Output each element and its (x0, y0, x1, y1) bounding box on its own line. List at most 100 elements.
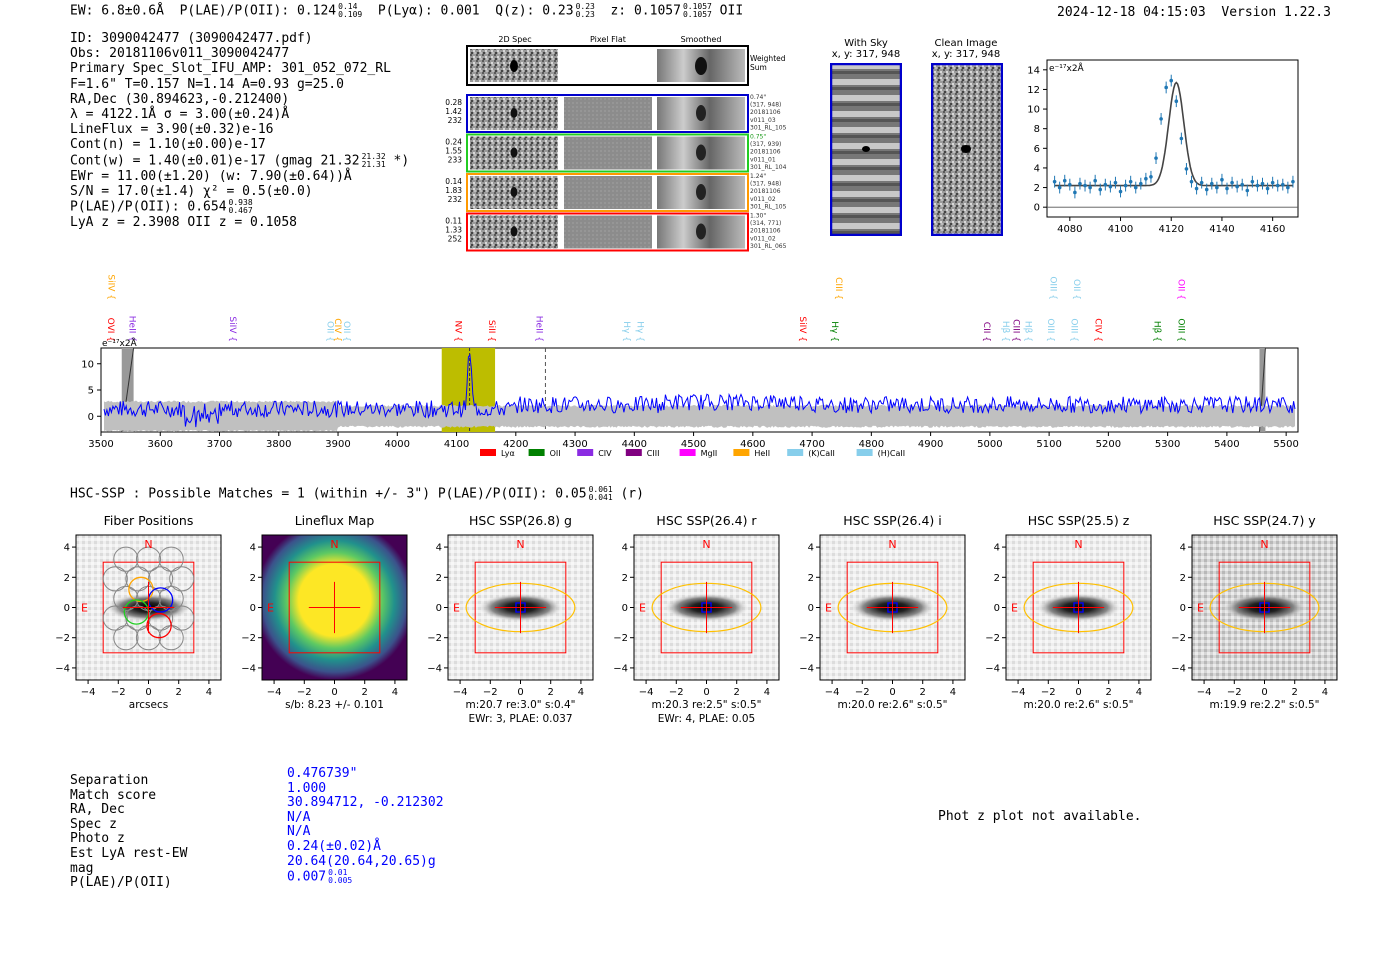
fiber-3 (102, 605, 128, 631)
legend-label-0: Lyα (501, 449, 515, 458)
fiber-15 (135, 546, 162, 572)
qz-hi: 0.23 (575, 2, 595, 11)
zoom-ytick-label-1: 2 (1034, 183, 1040, 194)
spectra-cutouts: 2D Spec Pixel Flat Smoothed Weighted Sum… (445, 35, 787, 252)
hsc-xtick-label-6-3: 2 (1292, 687, 1298, 698)
cutout-right-2-2: 20181106 (750, 188, 781, 195)
match-label-plae: P(LAE)/P(OII) (70, 875, 172, 891)
line-label-6: OII { (341, 321, 351, 342)
zoom-ytick-label-3: 6 (1034, 144, 1040, 155)
cutout-right-1-2: 20181106 (750, 149, 781, 156)
line-label-4: OII { (324, 321, 334, 342)
cutout-right-1-0: 0.75" (750, 134, 766, 141)
line-label-25: OII { (1175, 279, 1185, 300)
match-values: 0.476739" 1.000 30.894712, -0.212302 N/A… (287, 766, 444, 885)
zoom-ytick-label-0: 0 (1034, 203, 1040, 214)
legend-swatch-5 (733, 449, 750, 456)
with-sky-label: With Sky (844, 38, 888, 49)
north-label-4: N (888, 538, 896, 551)
plya-value: P(Lyα): 0.001 (377, 3, 480, 19)
fiber-0 (113, 625, 139, 651)
full-spectrum: OVI {SiIV {HeII {SiIV {OII {CIV {OII {NV… (81, 275, 1299, 458)
fiber-7 (113, 585, 139, 612)
zoom-point-9 (1098, 187, 1103, 192)
line-label-16: Hβ { (1000, 321, 1010, 342)
spec-xtick-label-12: 4700 (799, 439, 824, 450)
spec-xtick-label-1: 3600 (148, 439, 173, 450)
qz-lo: 0.23 (575, 10, 595, 19)
match-value-mag: 20.64(20.64,20.65)g (287, 853, 436, 869)
cont-w-lo: 21.31 (361, 159, 386, 169)
match-label-mag: mag (70, 860, 94, 876)
hsc-xtick-label-1-4: 4 (392, 687, 398, 698)
zoom-point-13 (1118, 189, 1123, 194)
clean-title: Clean Image x, y: 317, 948 (928, 38, 1004, 60)
line-label-19: OIII { (1045, 318, 1055, 342)
spec-xtick-label-7: 4200 (503, 439, 528, 450)
zoom-point-27 (1189, 179, 1194, 184)
fiber-9 (158, 585, 184, 612)
spec-xtick-label-16: 5100 (1036, 439, 1061, 450)
zoom-point-25 (1179, 136, 1184, 141)
zoom-point-45 (1280, 182, 1285, 187)
legend-label-5: HeII (754, 449, 770, 458)
zoom-plot-frame (1046, 59, 1299, 218)
cutout-right-3-0: 1.30" (750, 213, 766, 220)
legend-swatch-3 (625, 449, 642, 456)
hsc-caption2-2: EWr: 3, PLAE: 0.037 (468, 713, 572, 725)
spec-ytick-label-2: 10 (81, 359, 94, 370)
hsc-ytick-label-6-3: 2 (1180, 573, 1186, 584)
zoom-point-37 (1240, 182, 1245, 187)
header-right: 2024-12-18 04:15:03 Version 1.22.3 (1057, 5, 1331, 20)
plae-text: P(LAE)/P(OII): 0.654 (70, 199, 227, 215)
aperture-box-3 (660, 561, 753, 654)
clean-xy: x, y: 317, 948 (931, 49, 1001, 60)
plae-hi: 0.14 (338, 2, 358, 11)
spec-xtick-label-19: 5400 (1214, 439, 1239, 450)
hsc-caption1-0: arcsecs (129, 699, 168, 711)
info-plae-hi: 0.938 (228, 198, 253, 208)
aperture-box-2 (474, 561, 567, 654)
info-plae-lo: 0.467 (228, 206, 253, 216)
cont-w-end: *) (393, 153, 410, 169)
cutout-left-2-1: 1.83 (445, 186, 462, 195)
zoom-point-21 (1159, 117, 1163, 121)
hsc-ytick-label-3-4: 4 (622, 543, 628, 554)
cutout-left-3-0: 0.11 (445, 217, 462, 226)
hsc-ytick-label-4-3: 2 (808, 573, 814, 584)
east-label-2: E (453, 602, 460, 615)
cutout-flat-1 (564, 136, 652, 170)
hsc-ytick-label-4-0: −4 (799, 663, 814, 674)
aperture-box-5 (1032, 561, 1125, 654)
timestamp: 2024-12-18 04:15:03 (1057, 5, 1206, 20)
cutout-right-2-0: 1.24" (750, 173, 766, 180)
hsc-xtick-label-1-3: 2 (362, 687, 368, 698)
line-label-2: HeII { (126, 316, 136, 342)
fiber-10 (102, 566, 128, 592)
ew-value: EW: 6.8±0.6Å (70, 3, 164, 19)
col-label-pixelflat: Pixel Flat (590, 35, 626, 44)
hsc-ytick-label-3-1: −2 (613, 633, 628, 644)
hsc-xtick-label-4-4: 4 (950, 687, 956, 698)
weighted-label-2: Sum (750, 63, 767, 72)
cutout-left-0-2: 232 (448, 116, 463, 125)
cutout-source-2 (510, 187, 518, 197)
zoom-point-1 (1057, 185, 1062, 190)
info-cont-n: Cont(n) = 1.10(±0.00)e-17 (70, 137, 266, 153)
line-label-11: Hγ { (634, 321, 644, 342)
match-value-separation: 0.476739" (287, 766, 358, 781)
zoom-ytick-label-6: 12 (1027, 85, 1040, 96)
zoom-xtick-label-3: 4140 (1209, 224, 1234, 232)
hsc-xtick-label-0-1: −2 (111, 687, 126, 698)
line-label-23: CIV { (1092, 318, 1102, 342)
hsc-caption1-4: m:20.0 re:2.6" s:0.5" (838, 699, 948, 711)
hsc-xtick-label-5-3: 2 (1106, 687, 1112, 698)
hsc-ytick-label-2-4: 4 (436, 543, 442, 554)
hsc-ytick-label-0-3: 2 (64, 573, 70, 584)
info-plae: P(LAE)/P(OII): 0.654 0.938 0.467 (70, 199, 409, 215)
hsc-ytick-label-5-2: 0 (994, 603, 1000, 614)
match-plae-hi: 0.01 (328, 868, 348, 878)
